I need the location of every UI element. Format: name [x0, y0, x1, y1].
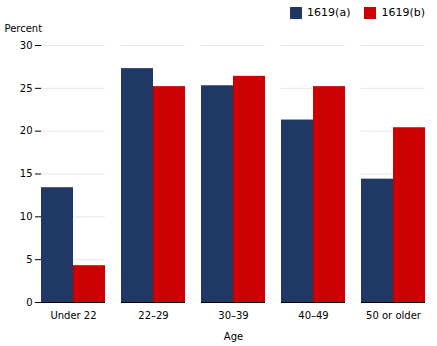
svg-text:5: 5: [26, 254, 32, 265]
svg-text:22–29: 22–29: [138, 310, 168, 321]
svg-text:Under 22: Under 22: [50, 310, 96, 321]
svg-text:20: 20: [20, 125, 33, 136]
svg-text:Age: Age: [224, 331, 243, 342]
svg-text:Percent: Percent: [5, 23, 43, 34]
svg-text:40–49: 40–49: [298, 310, 328, 321]
svg-text:25: 25: [20, 83, 33, 94]
svg-text:10: 10: [20, 211, 33, 222]
svg-text:0: 0: [26, 297, 32, 308]
html-text:1619(b): 1619(b): [381, 6, 425, 19]
svg-text:50 or older: 50 or older: [366, 310, 422, 321]
svg-text:30: 30: [20, 40, 33, 51]
html-text:1619(a): 1619(a): [307, 6, 351, 19]
svg-text:15: 15: [20, 168, 33, 179]
svg-text:30–39: 30–39: [218, 310, 248, 321]
